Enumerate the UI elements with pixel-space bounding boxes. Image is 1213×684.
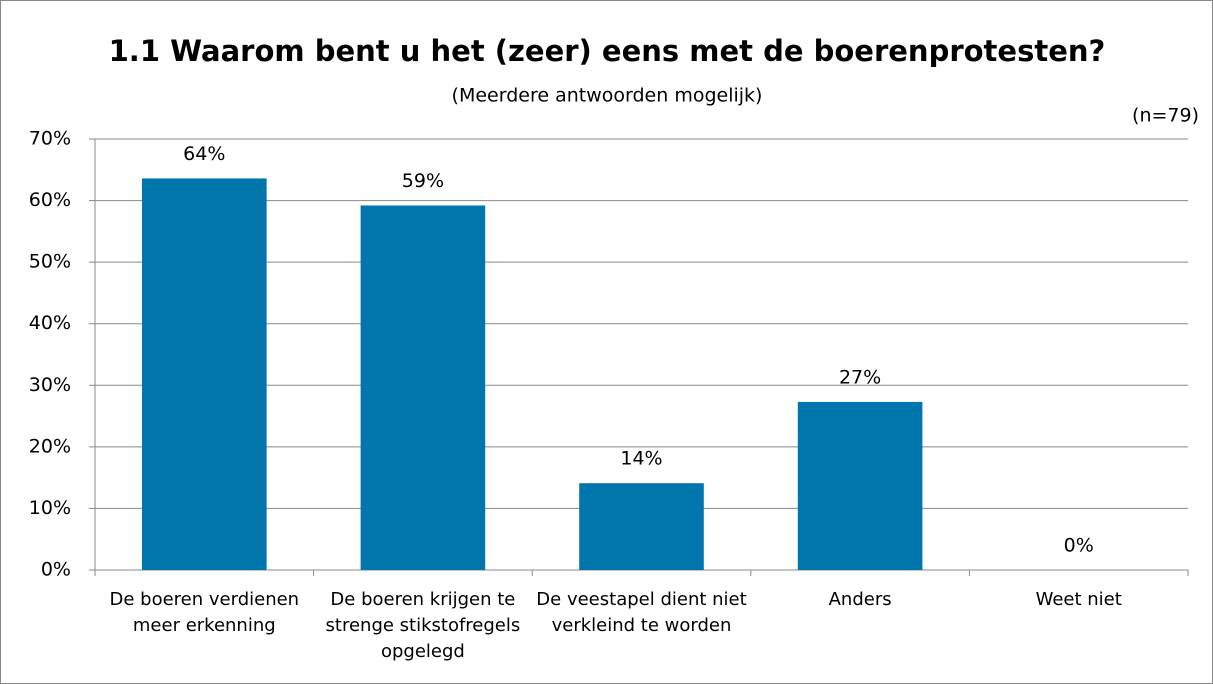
y-tick-label: 60%	[29, 189, 71, 211]
value-label: 59%	[402, 170, 444, 192]
value-label: 27%	[839, 366, 881, 388]
x-tick-label: Weet niet	[1035, 589, 1122, 610]
y-tick-label: 70%	[29, 128, 71, 150]
sample-size: (n=79)	[1132, 105, 1199, 127]
value-label: 64%	[183, 143, 225, 165]
x-tick-label: De boeren verdienen meer erkenning	[109, 589, 300, 636]
x-tick-label: De boeren krijgen te strenge stikstofreg…	[325, 589, 521, 662]
y-tick-label: 30%	[29, 374, 71, 396]
x-tick-label: Anders	[828, 589, 892, 610]
y-tick-label: 50%	[29, 251, 71, 273]
y-tick-label: 20%	[29, 435, 71, 457]
y-tick-label: 0%	[41, 559, 71, 581]
bar	[797, 401, 923, 570]
x-tick-label: De veestapel dient niet verkleind te wor…	[536, 589, 747, 636]
y-tick-label: 10%	[29, 497, 71, 519]
bar	[579, 483, 704, 570]
value-label: 0%	[1064, 535, 1094, 557]
chart-subtitle: (Meerdere antwoorden mogelijk)	[452, 85, 763, 107]
y-tick-label: 40%	[29, 312, 71, 334]
bar	[141, 178, 267, 571]
value-label: 14%	[620, 448, 662, 470]
bar	[360, 205, 486, 571]
chart-title: 1.1 Waarom bent u het (zeer) eens met de…	[109, 34, 1106, 68]
